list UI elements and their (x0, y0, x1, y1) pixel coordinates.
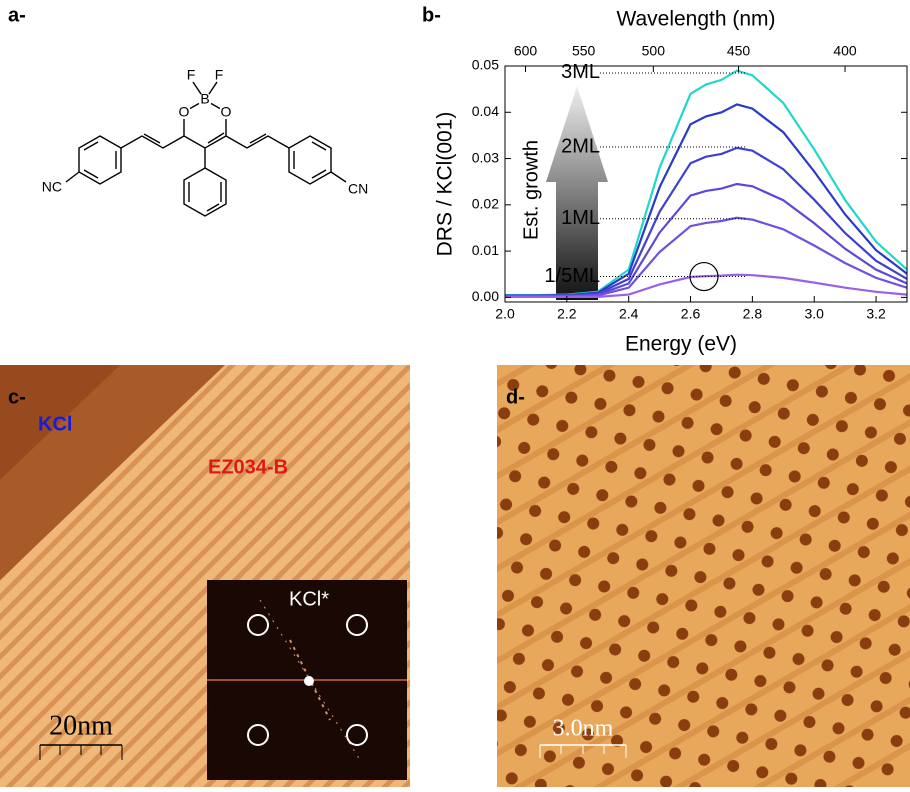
y-tick-label: 0.03 (472, 149, 499, 165)
region-label: EZ034-B (208, 456, 288, 478)
x2-tick-label: 400 (833, 43, 857, 59)
y-tick-label: 0.05 (472, 57, 499, 73)
panel-label: a- (8, 4, 26, 26)
x2-tick-label: 500 (642, 43, 666, 59)
y-tick-label: 0.04 (472, 103, 499, 119)
x-tick-label: 3.0 (804, 306, 824, 322)
atom-label: O (221, 104, 232, 120)
x2-tick-label: 550 (572, 43, 596, 59)
figure: a- F F B O O NC CN b- Est. growth 3ML 2ML 1… (0, 0, 910, 787)
x-tick-label: 2.6 (681, 306, 701, 322)
chart: Est. growth 3ML 2ML 1ML 1/5ML 0.00 0.01 0.02 0.0… (434, 8, 907, 356)
x-tick-label: 2.2 (557, 306, 577, 322)
y-tick-label: 0.02 (472, 196, 499, 212)
atom-label: B (200, 91, 209, 107)
annotation-label: 3ML (561, 61, 600, 83)
annotation-label: 1ML (561, 207, 600, 229)
x-tick-label: 2.8 (743, 306, 763, 322)
scale-bar-label: 20nm (49, 710, 113, 741)
x2-tick-label: 600 (514, 43, 538, 59)
scale-bar-label: 3.0nm (553, 716, 614, 742)
x2-tick-label: 450 (727, 43, 751, 59)
x-axis-label: Energy (eV) (625, 333, 737, 356)
atom-label: CN (348, 181, 368, 197)
arrow-label: Est. growth (520, 140, 542, 240)
atom-label: F (215, 67, 224, 83)
x-tick-label: 2.0 (495, 306, 515, 322)
x-tick-label: 2.4 (619, 306, 639, 322)
atom-label: NC (42, 179, 62, 195)
annotation-label: 2ML (561, 135, 600, 157)
inset-label: KCl* (289, 588, 329, 610)
atom-label: O (179, 104, 190, 120)
region-label: KCl (38, 413, 72, 435)
x2-axis-label: Wavelength (nm) (616, 8, 775, 31)
y-axis-label: DRS / KCl(001) (434, 112, 457, 257)
panel-label: b- (422, 4, 441, 26)
annotation-label: 1/5ML (544, 265, 600, 287)
panel-label: d- (506, 386, 525, 408)
x-tick-label: 3.2 (866, 306, 886, 322)
y-tick-label: 0.01 (472, 242, 499, 258)
atom-label: F (187, 67, 196, 83)
panel-label: c- (8, 386, 26, 408)
y-tick-label: 0.00 (472, 288, 499, 304)
